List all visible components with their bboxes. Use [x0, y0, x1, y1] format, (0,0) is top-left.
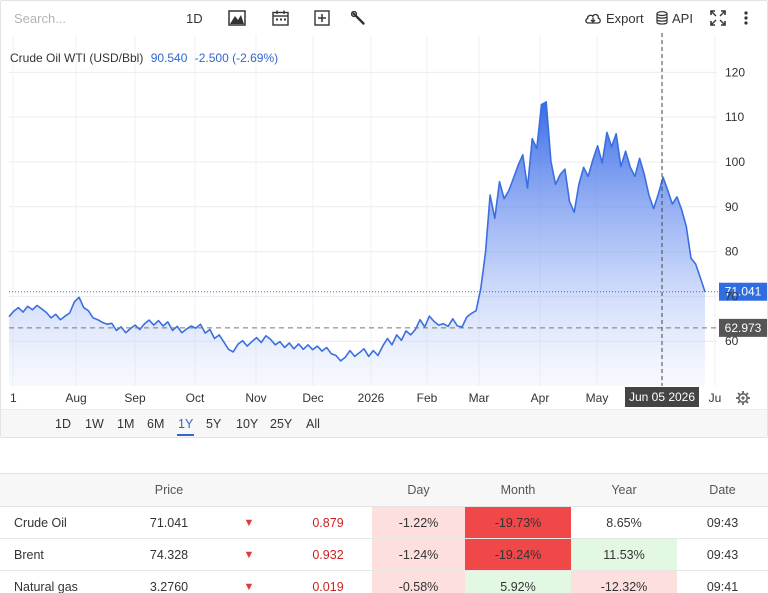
reference-label: 62.973 — [725, 321, 762, 335]
column-header-year: Year — [571, 473, 677, 507]
x-tick-label: Mar — [469, 391, 490, 405]
column-header-date: Date — [677, 473, 768, 507]
export-button[interactable]: Export — [584, 7, 644, 29]
chart-type-icon[interactable] — [228, 7, 246, 29]
y-tick-label: 100 — [725, 155, 745, 169]
column-header-day: Day — [372, 473, 465, 507]
settings-gear-icon[interactable] — [736, 391, 750, 405]
chart-toolbar: 1D — [1, 1, 767, 35]
column-header — [214, 473, 284, 507]
chart-widget: 1D — [0, 0, 768, 438]
down-arrow-icon: ▼ — [214, 506, 284, 539]
table-row[interactable]: Brent 74.328 ▼ 0.932 -1.24% -19.24% 11.53% 09:4… — [0, 538, 768, 571]
search-input[interactable] — [5, 5, 165, 31]
x-tick-label: Oct — [186, 391, 205, 405]
row-name[interactable]: Brent — [0, 538, 124, 571]
reference-tag — [719, 318, 767, 337]
down-arrow-icon: ▼ — [214, 538, 284, 571]
row-month-change: -19.24% — [465, 538, 571, 571]
chart-title: Crude Oil WTI (USD/Bbl) 90.540 -2.500 (-… — [10, 51, 278, 65]
range-button-1y[interactable]: 1Y — [177, 417, 195, 436]
y-tick-label: 90 — [725, 200, 739, 214]
row-name[interactable]: Natural gas — [0, 570, 124, 593]
row-name[interactable]: Crude Oil — [0, 506, 124, 539]
crosshair-date-tag — [625, 387, 699, 407]
price-line — [8, 101, 706, 362]
price-area — [9, 101, 705, 387]
row-date: 09:41 — [677, 570, 768, 593]
range-selector: 1D 1W 1M 6M 1Y 5Y 10Y 25Y All — [1, 409, 767, 437]
y-tick-label: 70 — [725, 289, 739, 303]
interval-button[interactable]: 1D — [186, 10, 203, 26]
calendar-icon[interactable] — [272, 7, 289, 29]
table-row[interactable]: Crude Oil 71.041 ▼ 0.879 -1.22% -19.73% 8.65% 0… — [0, 506, 768, 539]
last-price-tag — [719, 282, 767, 301]
x-tick-label: Nov — [245, 391, 266, 405]
x-tick-label: Dec — [302, 391, 323, 405]
range-button-5y[interactable]: 5Y — [206, 417, 222, 431]
add-indicator-icon[interactable] — [314, 7, 330, 29]
row-price: 3.2760 — [124, 570, 214, 593]
y-tick-label: 80 — [725, 245, 739, 259]
crosshair-date-label: Jun 05 2026 — [629, 390, 695, 404]
row-day-change: -0.58% — [372, 570, 465, 593]
x-tick-label: Sep — [124, 391, 146, 405]
y-tick-label: 110 — [725, 110, 744, 124]
row-day-change: -1.22% — [372, 506, 465, 539]
row-year-change: 8.65% — [571, 506, 677, 539]
instrument-price: 90.540 — [150, 51, 188, 65]
api-button[interactable]: API — [656, 7, 693, 29]
table-header-row: Price Day Month Year Date — [0, 473, 768, 507]
range-button-6m[interactable]: 6M — [147, 417, 165, 431]
column-header-month: Month — [465, 473, 571, 507]
range-button-25y[interactable]: 25Y — [270, 417, 293, 431]
last-price-label: 71.041 — [725, 285, 762, 299]
more-options-icon[interactable] — [743, 7, 749, 29]
cloud-download-icon — [585, 13, 601, 24]
row-year-change: -12.32% — [571, 570, 677, 593]
commodities-table: Price Day Month Year Date Crude Oil 71.04… — [0, 473, 768, 593]
row-year-change: 11.53% — [571, 538, 677, 571]
range-button-1d[interactable]: 1D — [55, 417, 71, 431]
fullscreen-icon[interactable] — [710, 7, 726, 29]
row-change: 0.932 — [284, 538, 372, 571]
api-label: API — [672, 10, 693, 26]
x-tick-label: Ju — [709, 391, 722, 405]
row-date: 09:43 — [677, 506, 768, 539]
row-date: 09:43 — [677, 538, 768, 571]
row-day-change: -1.24% — [372, 538, 465, 571]
x-tick-label: 1 — [10, 391, 17, 405]
table-row[interactable]: Natural gas 3.2760 ▼ 0.019 -0.58% 5.92% -12.32… — [0, 570, 768, 593]
range-button-10y[interactable]: 10Y — [236, 417, 259, 431]
range-button-1m[interactable]: 1M — [117, 417, 135, 431]
y-tick-label: 60 — [725, 334, 739, 348]
column-header — [284, 473, 372, 507]
instrument-name: Crude Oil WTI (USD/Bbl) — [10, 51, 144, 65]
row-price: 71.041 — [124, 506, 214, 539]
instrument-change: -2.500 (-2.69%) — [194, 51, 279, 65]
row-month-change: -19.73% — [465, 506, 571, 539]
y-tick-label: 120 — [725, 65, 745, 79]
row-price: 74.328 — [124, 538, 214, 571]
x-tick-label: Feb — [417, 391, 438, 405]
down-arrow-icon: ▼ — [214, 570, 284, 593]
column-header — [0, 473, 124, 507]
database-icon — [656, 11, 668, 25]
x-tick-label: Aug — [65, 391, 86, 405]
row-change: 0.879 — [284, 506, 372, 539]
export-label: Export — [606, 10, 644, 26]
row-month-change: 5.92% — [465, 570, 571, 593]
column-header-price: Price — [124, 473, 214, 507]
range-button-all[interactable]: All — [306, 417, 320, 431]
x-tick-label: May — [586, 391, 609, 405]
row-change: 0.019 — [284, 570, 372, 593]
range-button-1w[interactable]: 1W — [85, 417, 104, 431]
x-tick-label: Apr — [531, 391, 550, 405]
x-tick-label: 2026 — [358, 391, 385, 405]
wrench-icon[interactable] — [351, 7, 366, 29]
